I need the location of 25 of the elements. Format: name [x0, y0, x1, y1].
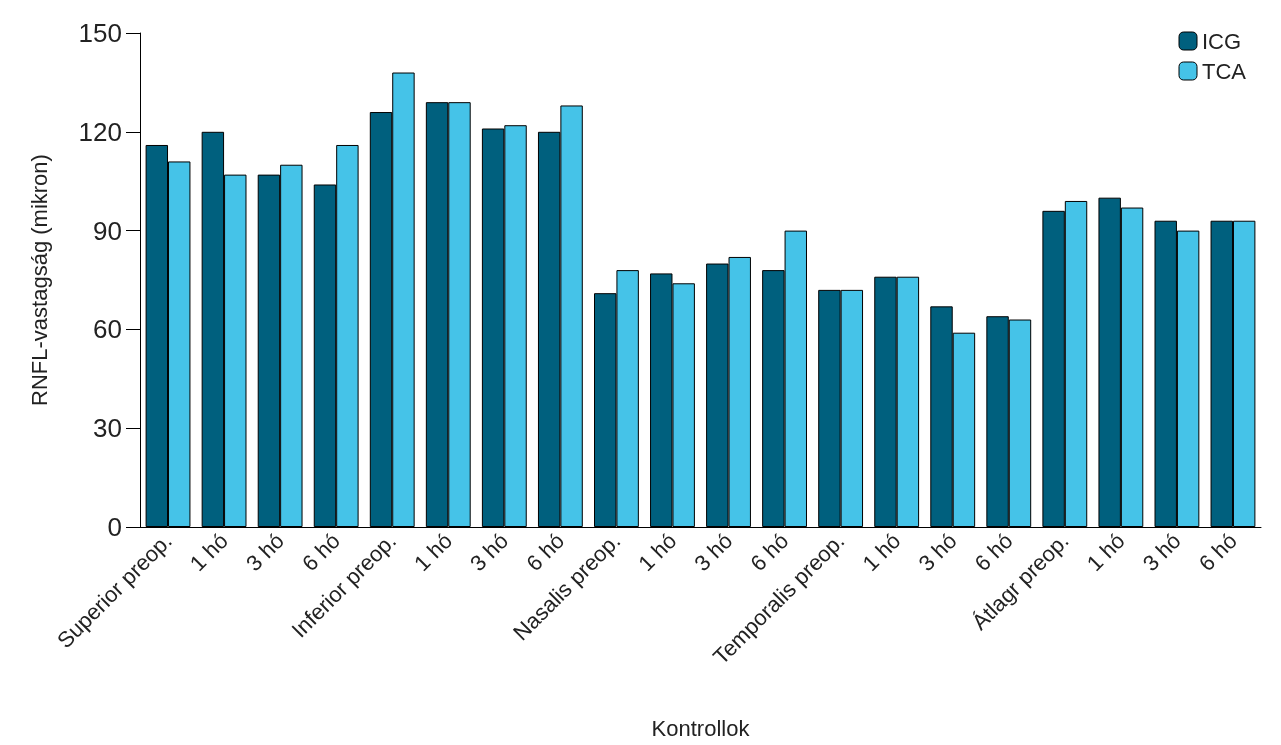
- legend-label: ICG: [1202, 28, 1242, 54]
- y-tick-label: 0: [107, 512, 122, 542]
- y-tick-label: 60: [93, 314, 122, 345]
- x-tick-label: 1 hó: [184, 528, 233, 577]
- x-tick-label: 3 hó: [241, 528, 289, 577]
- x-tick-label: 6 hó: [521, 528, 570, 577]
- x-axis-title: Kontrollok: [651, 715, 751, 741]
- x-tick-label: 3 hó: [913, 528, 962, 577]
- y-tick-label: 150: [78, 18, 122, 48]
- x-tick-label: 3 hó: [465, 528, 514, 577]
- x-tick-label: 1 hó: [409, 528, 458, 577]
- y-tick-label: 30: [93, 413, 122, 444]
- x-tick-label: 6 hó: [1193, 528, 1242, 577]
- x-tick-label: 6 hó: [745, 528, 794, 577]
- y-tick-label: 90: [93, 215, 122, 246]
- x-tick-label: 3 hó: [1137, 528, 1186, 577]
- y-tick-label: 120: [78, 116, 122, 147]
- y-axis-title: RNFL-vastagság (mikron): [26, 154, 52, 406]
- x-tick-label: 6 hó: [297, 528, 346, 577]
- legend-label: TCA: [1202, 58, 1247, 84]
- x-tick-label: 1 hó: [1081, 528, 1130, 577]
- x-tick-label: 3 hó: [689, 528, 738, 577]
- x-tick-label: 1 hó: [633, 528, 682, 577]
- x-tick-label: 1 hó: [857, 528, 906, 577]
- x-tick-label: 6 hó: [969, 528, 1018, 577]
